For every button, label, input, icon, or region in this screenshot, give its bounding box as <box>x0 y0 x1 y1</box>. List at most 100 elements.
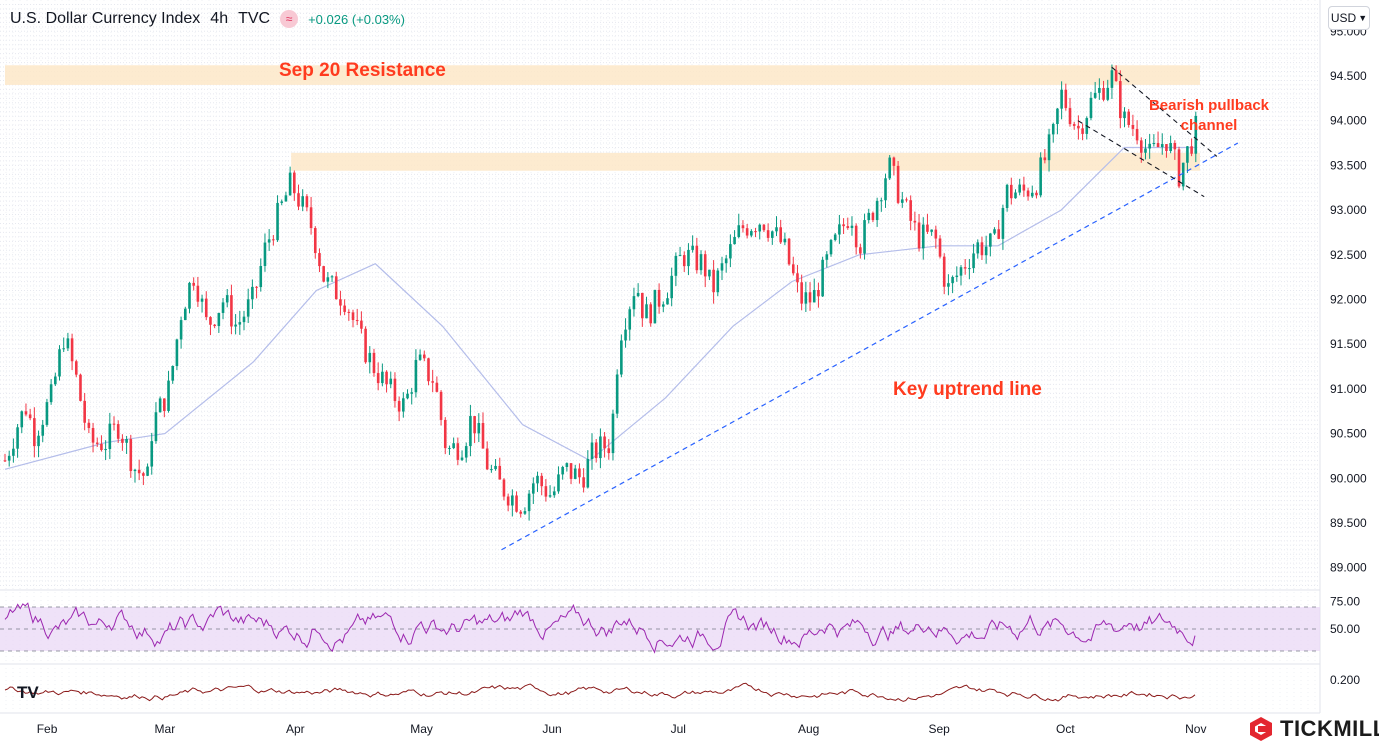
price-tick-label: 91.000 <box>1330 382 1367 396</box>
tv-watermark: TV <box>17 683 39 702</box>
candle-body <box>1102 87 1105 100</box>
candle-body <box>150 441 154 467</box>
candle-body <box>91 428 95 443</box>
candle-body <box>645 304 648 319</box>
symbol-badge-icon[interactable]: ≈ <box>280 10 299 28</box>
candle-body <box>708 269 711 277</box>
candle-body <box>183 308 187 321</box>
candle-body <box>179 320 183 340</box>
candle-body <box>519 511 523 514</box>
candle-body <box>1114 70 1118 82</box>
candle-body <box>1186 146 1189 163</box>
candle-body <box>921 224 925 249</box>
time-tick-label: Jul <box>671 722 686 736</box>
candle-body <box>1018 184 1021 193</box>
candle-body <box>146 466 149 476</box>
time-tick-label: May <box>410 722 433 736</box>
moving-average <box>4 146 1196 470</box>
candle-body <box>460 457 464 460</box>
candle-body <box>137 469 141 474</box>
candle-body <box>95 442 99 444</box>
candle-body <box>393 378 397 402</box>
candle-body <box>188 282 191 309</box>
candle-body <box>989 233 992 247</box>
candle-body <box>552 491 556 496</box>
candle-body <box>951 276 954 284</box>
candle-body <box>934 229 938 239</box>
candle-body <box>620 340 623 375</box>
candle-body <box>968 268 971 270</box>
candle-body <box>49 384 53 403</box>
currency-selector[interactable]: USD ▼ <box>1328 6 1370 30</box>
candle-body <box>66 338 70 349</box>
candle-body <box>1072 124 1076 126</box>
symbol-legend[interactable]: U.S. Dollar Currency Index 4h TVC ≈ +0.0… <box>10 8 405 30</box>
candle-body <box>720 263 724 271</box>
candle-body <box>783 238 787 243</box>
candle-body <box>758 224 762 232</box>
candle-body <box>1093 92 1097 98</box>
candle-body <box>762 224 766 231</box>
candle-body <box>1030 192 1034 197</box>
candle-body <box>741 225 745 229</box>
candle-body <box>485 448 489 470</box>
candle-body <box>1110 70 1114 88</box>
candle-body <box>561 466 564 475</box>
candle-body <box>313 228 317 254</box>
candle-body <box>490 469 493 471</box>
candle-body <box>259 265 263 288</box>
candle-body <box>431 381 434 383</box>
rsi-band <box>0 607 1320 651</box>
candle-body <box>657 289 661 307</box>
time-axis[interactable]: Feb Mar Apr May Jun Jul Aug Sep Oct Nov <box>37 722 1207 736</box>
candle-body <box>674 255 678 276</box>
candle-body <box>649 304 653 324</box>
grid <box>0 0 1321 714</box>
candle-body <box>246 299 250 317</box>
candle-body <box>334 276 338 300</box>
candle-body <box>615 374 619 414</box>
candle-body <box>469 416 472 447</box>
time-tick-label: Jun <box>542 722 561 736</box>
price-axis[interactable]: 95.00094.50094.00093.50093.00092.50092.0… <box>1330 24 1367 687</box>
time-tick-label: Nov <box>1185 722 1206 736</box>
symbol-title[interactable]: U.S. Dollar Currency Index <box>10 10 201 27</box>
currency-label: USD <box>1330 11 1357 25</box>
candle-body <box>163 398 166 411</box>
candle-body <box>586 459 590 488</box>
candle-body <box>1064 89 1068 109</box>
candle-body <box>603 436 606 449</box>
candle-body <box>376 373 380 384</box>
candle-body <box>548 495 552 497</box>
brand-name: TICKMILL <box>1280 716 1379 741</box>
candle-body <box>733 237 736 245</box>
candle-body <box>867 212 871 221</box>
candle-body <box>452 443 455 449</box>
candle-body <box>175 339 179 366</box>
candle-body <box>804 292 808 304</box>
candle-body <box>410 392 414 394</box>
candle-body <box>699 254 703 271</box>
candle-body <box>305 196 309 208</box>
interval-label[interactable]: 4h <box>210 10 229 27</box>
candle-body <box>942 256 946 287</box>
candle-body <box>854 225 858 248</box>
candle-body <box>842 224 845 227</box>
candle-body <box>272 239 275 241</box>
candle-body <box>154 412 158 442</box>
candle-body <box>750 231 753 236</box>
candle-body <box>481 423 485 449</box>
candle-body <box>523 511 527 514</box>
candle-body <box>1177 149 1181 187</box>
resistance-zone <box>291 152 1200 171</box>
price-tick-label: 92.000 <box>1330 292 1367 306</box>
candle-body <box>293 172 296 194</box>
candle-body <box>448 448 451 450</box>
candle-body <box>343 305 346 312</box>
price-tick-label: 94.500 <box>1330 69 1367 83</box>
candle-body <box>754 231 757 233</box>
chevron-down-icon: ▼ <box>1358 13 1368 23</box>
candle-body <box>871 212 875 221</box>
channel-line <box>1077 120 1205 198</box>
